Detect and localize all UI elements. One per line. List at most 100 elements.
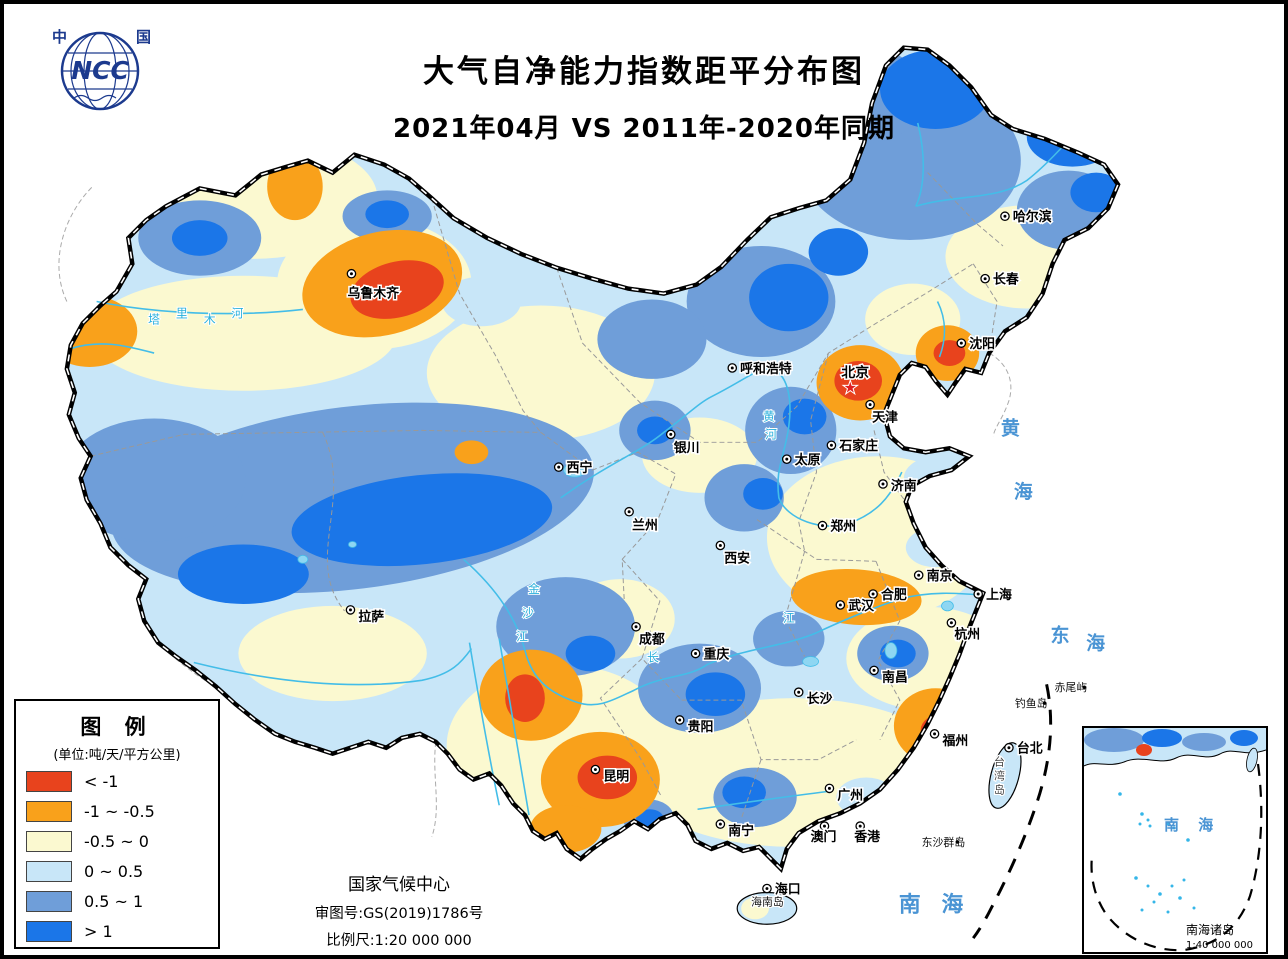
city-label: 贵阳 <box>688 719 714 735</box>
footer-scale: 比例尺:1:20 000 000 <box>326 933 472 949</box>
city-label: 合肥 <box>880 587 907 603</box>
city-label: 郑州 <box>830 519 856 535</box>
legend-range-label: < -1 <box>84 771 119 791</box>
ncc-logo: NCC 中 国 <box>52 28 151 111</box>
city-label: 广州 <box>837 787 863 803</box>
city-marker: 西宁 <box>553 459 594 478</box>
island-label: 赤尾屿 <box>1055 681 1088 694</box>
legend-range-label: -0.5 ~ 0 <box>84 831 149 851</box>
city-marker: 乌鲁木齐 <box>346 268 401 303</box>
city-label: 上海 <box>986 587 1012 603</box>
island-dot <box>955 840 960 844</box>
capital-label: 北京 <box>841 364 869 381</box>
city-marker: 郑州 <box>817 517 858 536</box>
city-label: 西安 <box>724 550 750 566</box>
legend-row: -0.5 ~ 0 <box>26 829 208 853</box>
logo-cn-right: 国 <box>136 28 151 46</box>
footer-organization: 国家气候中心 <box>348 875 450 895</box>
city-label: 海口 <box>775 882 801 898</box>
inset-nine-dash-line <box>1090 763 1263 952</box>
river-label: 沙 <box>522 606 534 620</box>
inset-name: 南海诸岛 <box>1186 922 1234 937</box>
province-borders <box>90 172 1004 820</box>
sea-label: 海 <box>941 891 963 917</box>
island-label: 钓鱼岛 <box>1015 696 1048 710</box>
city-label: 南京 <box>927 568 953 584</box>
river-label: 里 <box>176 306 188 320</box>
legend-title: 图 例 <box>80 715 154 739</box>
city-label: 武汉 <box>848 598 874 614</box>
city-marker: 长春 <box>980 270 1020 289</box>
city-label: 南宁 <box>728 823 754 839</box>
river-label: 金 <box>528 582 540 596</box>
city-label: 天津 <box>872 409 898 425</box>
city-marker: 广州 <box>824 783 865 805</box>
city-label: 石家庄 <box>838 438 878 454</box>
region-lt-neg1 <box>350 260 966 800</box>
footer-license: 审图号:GS(2019)1786号 <box>314 906 484 922</box>
sea-label: 东 <box>1051 624 1070 647</box>
page-subtitle: 2021年04月 VS 2011年-2020年同期 <box>392 114 895 144</box>
city-marker: 上海 <box>973 586 1013 604</box>
legend-color-swatch <box>26 920 72 942</box>
city-label: 成都 <box>639 632 665 648</box>
city-marker: 南宁 <box>715 819 756 840</box>
city-marker: 兰州 <box>624 506 659 535</box>
sea-label: 黄 <box>1001 416 1020 439</box>
legend-row: < -1 <box>26 769 208 793</box>
city-marker: 武汉 <box>835 596 876 615</box>
city-marker: 济南 <box>878 476 918 495</box>
legend-color-swatch <box>26 830 72 852</box>
inset-sea-label: 南 海 <box>1164 816 1220 834</box>
city-label: 长沙 <box>807 691 833 707</box>
city-marker: 香港 <box>852 821 883 846</box>
city-marker: 台北 <box>1004 739 1044 758</box>
river-label: 长 <box>647 650 659 664</box>
inset-islands <box>1118 792 1196 914</box>
legend-range-label: 0.5 ~ 1 <box>84 891 144 911</box>
legend-row: 0.5 ~ 1 <box>26 889 208 913</box>
city-label: 乌鲁木齐 <box>347 286 399 302</box>
city-marker: 南昌 <box>869 665 909 687</box>
legend-row: 0 ~ 0.5 <box>26 859 208 883</box>
south-china-sea-inset: 南 海 南海诸岛 1:40 000 000 <box>1082 726 1268 954</box>
city-marker: 杭州 <box>946 617 982 644</box>
city-label: 哈尔滨 <box>1013 209 1052 225</box>
city-marker: 呼和浩特 <box>727 359 793 378</box>
city-marker: 昆明 <box>590 764 631 786</box>
city-marker: 哈尔滨 <box>1000 208 1053 227</box>
city-marker: 银川 <box>665 429 701 458</box>
nine-dash-line <box>972 683 1053 940</box>
river-label: 河 <box>765 427 777 441</box>
city-label: 重庆 <box>703 646 729 662</box>
city-marker: 拉萨 <box>345 605 386 626</box>
city-marker: 沈阳 <box>956 335 997 354</box>
city-label: 香港 <box>853 829 881 845</box>
city-label: 银川 <box>674 440 700 456</box>
logo-acronym: NCC <box>71 56 129 85</box>
city-marker: 天津 <box>865 399 899 427</box>
legend-rows: < -1 -1 ~ -0.5 -0.5 ~ 0 0 ~ 0.5 0.5 ~ 1 > 1 <box>26 769 208 943</box>
legend-row: > 1 <box>26 919 208 943</box>
city-marker: 成都 <box>631 621 666 649</box>
river-label: 木 <box>204 312 216 326</box>
lakes <box>297 462 954 667</box>
legend-unit: (单位:吨/天/平方公里) <box>53 748 181 763</box>
city-label: 沈阳 <box>969 336 995 352</box>
island-label: 海南岛 <box>751 894 784 908</box>
page-title: 大气自净能力指数距平分布图 <box>423 54 865 90</box>
legend-color-swatch <box>26 770 72 792</box>
city-marker: 重庆 <box>690 645 731 664</box>
city-label: 南昌 <box>882 669 908 685</box>
island-label: 东沙群岛 <box>922 835 966 849</box>
legend: 图 例 (单位:吨/天/平方公里) < -1 -1 ~ -0.5 -0.5 ~ 0 0… <box>14 699 220 949</box>
river-label: 河 <box>231 306 243 320</box>
legend-range-label: > 1 <box>84 921 113 941</box>
taiwan-island <box>988 742 1022 809</box>
legend-color-swatch <box>26 860 72 882</box>
sea-label: 海 <box>1014 480 1033 503</box>
city-label: 西宁 <box>567 460 593 476</box>
city-marker: 合肥 <box>868 586 908 604</box>
globe-icon <box>60 31 140 111</box>
